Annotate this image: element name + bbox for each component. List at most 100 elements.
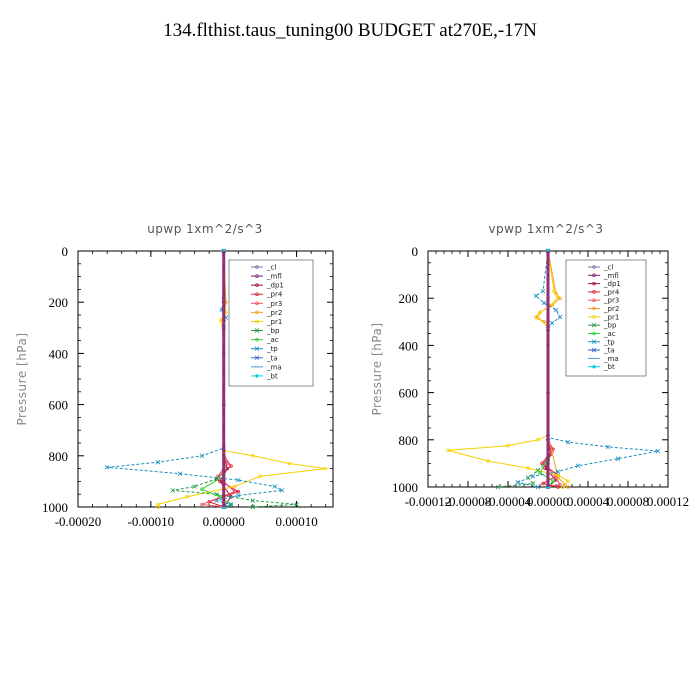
upwp-chart-title: upwp 1xm^2/s^3 [147, 222, 263, 236]
vpwp-series-point-pr4 [541, 481, 545, 486]
upwp-series-point-pr3 [200, 502, 204, 507]
vpwp-series-point-pr1 [526, 466, 530, 470]
vpwp-series-point-tp [541, 300, 547, 306]
vpwp-series-point-dp1 [543, 466, 547, 470]
upwp-legend-marker [255, 274, 259, 278]
vpwp-legend-label: _pr3 [603, 297, 619, 305]
vpwp-legend-marker [591, 364, 597, 369]
vpwp-legend-label: _pr4 [603, 288, 620, 296]
vpwp-series-point-pr1 [556, 295, 560, 299]
vpwp-series-point-pr1 [561, 485, 565, 489]
vpwp-series-point-pr1 [506, 443, 510, 448]
upwp-legend-label: _pr4 [266, 291, 283, 299]
upwp-series-point-tp [177, 471, 183, 477]
upwp-series-point-tp [104, 465, 110, 470]
upwp-series-point-pr1 [251, 454, 255, 458]
upwp-y-tick-label: 0 [62, 244, 69, 259]
vpwp-series-point-tp [549, 320, 555, 326]
upwp-legend-marker [255, 310, 259, 315]
upwp-series-point-pr4 [236, 489, 241, 494]
vpwp-series-point-tp [565, 439, 571, 445]
vpwp-legend-marker [592, 281, 596, 286]
vpwp-series-point-tp [540, 288, 546, 294]
vpwp-series-point-tp [533, 293, 539, 299]
upwp-legend-label: _bt [266, 372, 278, 380]
vpwp-legend-label: _bp [603, 322, 617, 330]
upwp-x-tick-label: 0.00000 [203, 514, 245, 529]
upwp-y-tick-label: 600 [49, 398, 69, 413]
vpwp-legend-label: _ac [603, 330, 616, 338]
vpwp-legend-label: _dp1 [603, 280, 621, 288]
upwp-series-point-ac [218, 495, 222, 499]
vpwp-legend-marker [592, 306, 596, 311]
vpwp-series-point-tp [605, 444, 611, 450]
upwp-series-point-pr3 [232, 489, 237, 494]
upwp-series-point-bp [250, 498, 256, 503]
vpwp-series-point-ac [551, 479, 555, 483]
vpwp-x-tick-label: -0.00004 [485, 494, 532, 509]
vpwp-series-point-pr1 [536, 316, 540, 321]
vpwp-series-point-pr2 [556, 475, 560, 480]
vpwp-chart-title: vpwp 1xm^2/s^3 [488, 222, 603, 236]
vpwp-series-point-tp [655, 448, 661, 454]
vpwp-legend-marker [592, 298, 596, 302]
upwp-legend-marker [255, 283, 259, 287]
vpwp-legend-marker [591, 339, 597, 345]
upwp-series-point-tp [228, 502, 234, 507]
upwp-legend-label: _cl [266, 264, 276, 272]
vpwp-legend-marker [592, 331, 596, 336]
upwp-series-point-pr4 [229, 464, 233, 468]
upwp-legend-label: _pr2 [266, 309, 282, 317]
upwp-legend-marker [255, 301, 259, 306]
vpwp-legend-label: _mfl [603, 272, 619, 280]
vpwp-x-tick-label: -0.00012 [405, 494, 452, 509]
vpwp-y-tick-label: 600 [399, 386, 419, 401]
upwp-x-tick-label: 0.00010 [275, 514, 317, 529]
vpwp-legend-marker [592, 290, 596, 294]
upwp-legend-marker [254, 355, 260, 361]
vpwp-legend-label: _tp [603, 338, 615, 346]
upwp-series-point-bp [170, 488, 175, 493]
vpwp-series-point-pr3 [554, 475, 558, 480]
vpwp-series-point-pr2 [566, 485, 570, 489]
upwp-y-tick-label: 800 [49, 449, 69, 464]
upwp-series-point-bp [250, 504, 256, 510]
upwp-series-point-tp [279, 488, 285, 493]
vpwp-legend-marker [591, 347, 597, 353]
vpwp-series-point-pr1 [536, 438, 540, 442]
upwp-series-point-bp [294, 502, 299, 507]
vpwp-legend-label: _ma [603, 355, 619, 363]
vpwp-series-point-pr1 [486, 459, 490, 463]
upwp-legend-marker [255, 319, 259, 324]
upwp-legend-marker [254, 373, 260, 379]
upwp-legend-label: _mfl [266, 273, 282, 281]
upwp-series-point-pr1 [156, 505, 160, 509]
upwp-legend-marker [254, 328, 260, 333]
vpwp-series-line-pr2 [535, 250, 569, 488]
upwp-series-point-pr1 [185, 495, 190, 499]
upwp-legend-label: _ac [266, 336, 279, 344]
upwp-series-point-tp [155, 459, 161, 465]
vpwp-legend: _cl_mfl_dp1_pr4_pr3_pr2_pr1_bp_ac_tp_ta_… [565, 259, 647, 377]
upwp-series-point-bp [192, 484, 197, 489]
vpwp-legend-box [565, 259, 647, 377]
vpwp-legend-marker [591, 322, 597, 328]
upwp-series-point-ac [200, 487, 204, 491]
vpwp-series-point-tp [575, 463, 581, 469]
vpwp-y-tick-label: 800 [399, 433, 419, 448]
upwp-legend-marker [255, 265, 259, 269]
upwp-x-tick-label: -0.00020 [55, 514, 102, 529]
upwp-y-tick-label: 400 [49, 346, 69, 361]
vpwp-panel: vpwp 1xm^2/s^3 Pressure [hPa] 0 200 400 600 80… [370, 222, 689, 509]
vpwp-x-tick-label: 0.00000 [527, 494, 569, 509]
upwp-series-point-tp [236, 493, 241, 498]
vpwp-x-tick-label: 0.00008 [607, 494, 649, 509]
upwp-series-point-pr3 [225, 461, 230, 466]
upwp-panel: upwp 1xm^2/s^3 Pressure [hPa] 0 200 400 600 80… [15, 222, 334, 529]
vpwp-series-point-pr1 [566, 479, 570, 483]
upwp-legend: _cl_mfl_dp1_pr4_pr3_pr2_pr1_bp_ac_tp_ta_… [228, 259, 314, 387]
upwp-series-point-pr1 [219, 318, 223, 322]
upwp-legend-label: _bp [266, 327, 280, 335]
upwp-series-point-tp [199, 453, 205, 459]
vpwp-series-point-pr4 [556, 485, 560, 489]
